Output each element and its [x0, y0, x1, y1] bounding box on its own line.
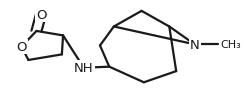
- Text: O: O: [36, 9, 46, 22]
- Text: NH: NH: [74, 62, 94, 75]
- Text: CH₃: CH₃: [221, 40, 241, 50]
- Text: N: N: [190, 39, 200, 51]
- Text: O: O: [16, 41, 27, 54]
